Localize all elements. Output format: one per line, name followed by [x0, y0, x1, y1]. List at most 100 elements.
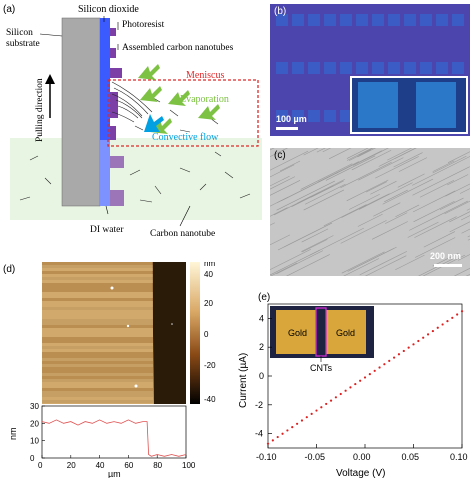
iv-point [291, 426, 294, 429]
iv-point [354, 382, 357, 386]
profile-xtick-label: 60 [124, 461, 133, 470]
iv-point [281, 432, 284, 435]
iv-point [383, 363, 386, 366]
iv-point [363, 376, 367, 379]
convective-flow-arrow [144, 114, 164, 132]
iv-ylabel: Current (µA) [238, 353, 249, 408]
panel-c-sem [270, 148, 470, 276]
iv-point [359, 379, 362, 382]
iv-point [344, 389, 347, 392]
profile-axes-box [41, 405, 187, 459]
iv-point [373, 369, 376, 372]
iv-point [271, 439, 274, 442]
panel-a-schematic: (a) Silicon dioxide Photoresist Assemble… [3, 4, 262, 239]
iv-point [441, 323, 444, 326]
afm-colorbar: nm 40 20 0 -20 -40 [190, 262, 216, 404]
profile-xtick-label: 100 [182, 461, 196, 470]
photoresist-blocks [110, 28, 124, 206]
inset-cnts-label: CNTs [310, 363, 332, 373]
iv-point [329, 399, 333, 402]
iv-point [417, 339, 420, 343]
iv-point [412, 343, 415, 346]
scalebar-b [276, 127, 298, 130]
iv-point [320, 406, 323, 409]
iv-chart: Gold Gold CNTs -0.10 -0.05 0.00 0.05 0.10 -4 -… [238, 303, 468, 479]
iv-point [296, 422, 299, 425]
iv-point [431, 329, 434, 333]
iv-point [436, 326, 439, 329]
iv-xtick-label: 0.00 [353, 452, 371, 462]
iv-point [286, 429, 289, 432]
iv-point [266, 442, 270, 445]
profile-ytick-label: 0 [30, 454, 35, 463]
scalebar-c-label: 200 nm [430, 251, 462, 261]
panel-e-label: (e) [258, 292, 271, 303]
iv-points [266, 310, 464, 445]
iv-ytick-label: 4 [259, 313, 264, 323]
iv-point [388, 359, 391, 362]
panel-e: (e) Gold Gold CNTs -0.10 -0.05 0.00 0.05 0.1… [232, 286, 474, 479]
label-di-water: DI water [90, 225, 124, 235]
colorbar-tick-0: 0 [204, 330, 209, 339]
iv-point [397, 353, 401, 356]
afm-image [42, 262, 186, 404]
panel-d: (d) nm 40 20 0 -20 -40 0 20 40 60 80 100 0 10 20… [0, 256, 230, 478]
iv-point [310, 412, 313, 415]
afm-bands [42, 262, 153, 404]
profile-xtick-label: 80 [153, 461, 162, 470]
panel-b-label: (b) [274, 6, 287, 17]
panel-a-label: (a) [3, 4, 15, 15]
iv-xlabel: Voltage (V) [336, 468, 385, 478]
profile-ytick-label: 10 [30, 437, 39, 446]
label-evaporation: Evaporation [180, 94, 229, 105]
panel-d-label: (d) [3, 264, 16, 275]
label-silicon: Silicon [6, 28, 33, 38]
panel-a: (a) Silicon dioxide Photoresist Assemble… [0, 0, 265, 250]
colorbar-tick-20: 20 [204, 299, 213, 308]
meniscus-box [107, 79, 259, 147]
iv-point [315, 409, 318, 412]
iv-point [407, 346, 410, 349]
colorbar-unit: nm [204, 262, 215, 268]
profile-ylabel: nm [8, 427, 18, 440]
iv-ytick-label: 0 [259, 371, 264, 381]
iv-point [325, 402, 328, 406]
silicon-dioxide-layer [100, 18, 110, 206]
label-carbon-nanotube: Carbon nanotube [150, 229, 215, 239]
profile-xtick-label: 20 [67, 461, 76, 470]
iv-point [339, 392, 342, 396]
pulling-arrow-head [45, 74, 55, 84]
profile-line [41, 419, 187, 457]
panel-c-label: (c) [274, 150, 286, 161]
iv-inset: Gold Gold CNTs [270, 306, 374, 373]
iv-xtick-label: 0.05 [402, 452, 420, 462]
iv-point [456, 313, 459, 316]
colorbar-tick-neg40: -40 [204, 395, 216, 404]
profile-ytick-label: 30 [30, 402, 39, 411]
electrode-pads [276, 14, 464, 122]
scalebar-b-label: 100 µm [276, 114, 307, 124]
iv-point [451, 316, 454, 319]
height-profile-chart: 0 20 40 60 80 100 0 10 20 30 nm µm [8, 402, 196, 478]
iv-point [393, 356, 396, 359]
profile-ytick-label: 20 [30, 419, 39, 428]
iv-ytick-label: -2 [255, 400, 263, 410]
iv-point [426, 333, 430, 336]
label-photoresist: Photoresist [122, 20, 165, 30]
iv-point [422, 336, 425, 339]
label-substrate: substrate [6, 39, 40, 49]
iv-point [402, 349, 405, 353]
iv-xtick-label: -0.10 [256, 452, 277, 462]
inset-gold-right: Gold [336, 328, 355, 338]
colorbar-tick-neg20: -20 [204, 361, 216, 370]
iv-point [368, 373, 371, 376]
label-meniscus: Meniscus [186, 70, 224, 81]
profile-xtick-label: 0 [38, 461, 43, 470]
iv-point [446, 320, 449, 323]
iv-ytick-label: 2 [259, 342, 264, 352]
colorbar-tick-40: 40 [204, 270, 213, 279]
iv-point [300, 419, 304, 422]
panel-b: (b) 100 µm [270, 4, 470, 136]
iv-point [276, 435, 279, 439]
panel-c: (c) 200 nm [270, 148, 470, 276]
